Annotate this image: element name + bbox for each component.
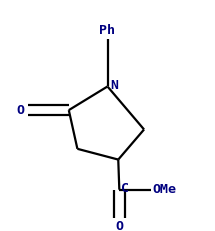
Text: C: C	[121, 182, 129, 195]
Text: N: N	[111, 79, 119, 92]
Text: Ph: Ph	[100, 24, 115, 37]
Text: OMe: OMe	[153, 183, 177, 196]
Text: O: O	[17, 104, 25, 117]
Text: O: O	[115, 220, 123, 231]
